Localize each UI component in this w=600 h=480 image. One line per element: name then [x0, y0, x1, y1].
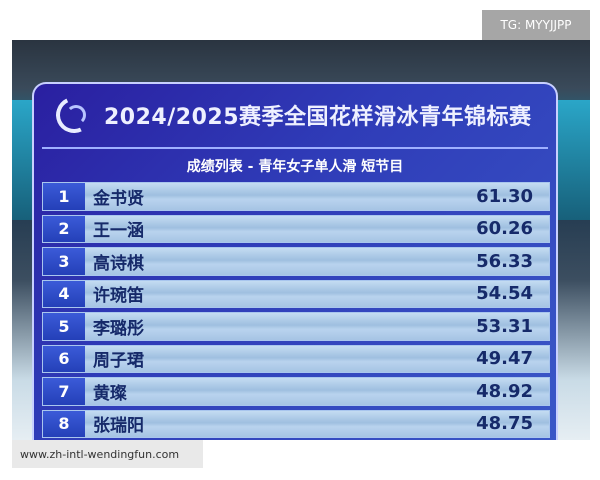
result-bar: 周子珺 49.47	[85, 345, 549, 372]
watermark-top: TG: MYYJJPP	[482, 10, 590, 40]
skater-name: 李璐彤	[93, 318, 144, 339]
rank-badge: 8	[43, 410, 85, 437]
board-header: 2024/2025赛季全国花样滑冰青年锦标赛	[34, 84, 556, 146]
watermark-bottom: www.zh-intl-wendingfun.com	[12, 440, 203, 468]
result-bar: 黄璨 48.92	[85, 378, 549, 405]
skater-name: 张瑞阳	[93, 416, 144, 437]
skater-name: 周子珺	[93, 351, 144, 372]
results-subtitle: 成绩列表 - 青年女子单人滑 短节目	[186, 159, 404, 175]
result-row: 2 王一涵 60.26	[42, 214, 550, 243]
skating-logo-icon	[50, 91, 98, 139]
skater-score: 48.92	[476, 380, 533, 402]
rank-badge: 3	[43, 248, 85, 275]
skater-name: 许琬笛	[93, 286, 144, 307]
result-row: 6 周子珺 49.47	[42, 344, 550, 373]
skater-score: 61.30	[476, 185, 533, 207]
results-list: 1 金书贤 61.30 2 王一涵 60.26 3 高诗棋 56.33 4 许琬笛 5…	[42, 182, 550, 440]
results-board: 2024/2025赛季全国花样滑冰青年锦标赛 成绩列表 - 青年女子单人滑 短节…	[32, 82, 558, 440]
header-divider	[42, 147, 548, 149]
skater-score: 53.31	[476, 315, 533, 337]
result-bar: 许琬笛 54.54	[85, 280, 549, 307]
skater-score: 60.26	[476, 218, 533, 240]
result-row: 7 黄璨 48.92	[42, 377, 550, 406]
rank-badge: 7	[43, 378, 85, 405]
skater-score: 54.54	[476, 283, 533, 305]
rank-badge: 6	[43, 345, 85, 372]
skater-name: 高诗棋	[93, 253, 144, 274]
result-bar: 李璐彤 53.31	[85, 313, 549, 340]
rank-badge: 1	[43, 183, 85, 210]
skater-name: 王一涵	[93, 221, 144, 242]
result-row: 8 张瑞阳 48.75	[42, 409, 550, 438]
rank-badge: 2	[43, 215, 85, 242]
result-bar: 高诗棋 56.33	[85, 248, 549, 275]
skater-name: 黄璨	[93, 383, 127, 404]
result-bar: 王一涵 60.26	[85, 215, 549, 242]
event-title: 2024/2025赛季全国花样滑冰青年锦标赛	[104, 105, 532, 130]
skater-score: 49.47	[476, 348, 533, 370]
result-row: 5 李璐彤 53.31	[42, 312, 550, 341]
rank-badge: 5	[43, 313, 85, 340]
result-bar: 张瑞阳 48.75	[85, 410, 549, 437]
result-row: 4 许琬笛 54.54	[42, 279, 550, 308]
rank-badge: 4	[43, 280, 85, 307]
skater-name: 金书贤	[93, 188, 144, 209]
result-bar: 金书贤 61.30	[85, 183, 549, 210]
result-row: 3 高诗棋 56.33	[42, 247, 550, 276]
result-row: 1 金书贤 61.30	[42, 182, 550, 211]
broadcast-photo: 2024/2025赛季全国花样滑冰青年锦标赛 成绩列表 - 青年女子单人滑 短节…	[12, 40, 590, 440]
skater-score: 48.75	[476, 413, 533, 435]
skater-score: 56.33	[476, 250, 533, 272]
